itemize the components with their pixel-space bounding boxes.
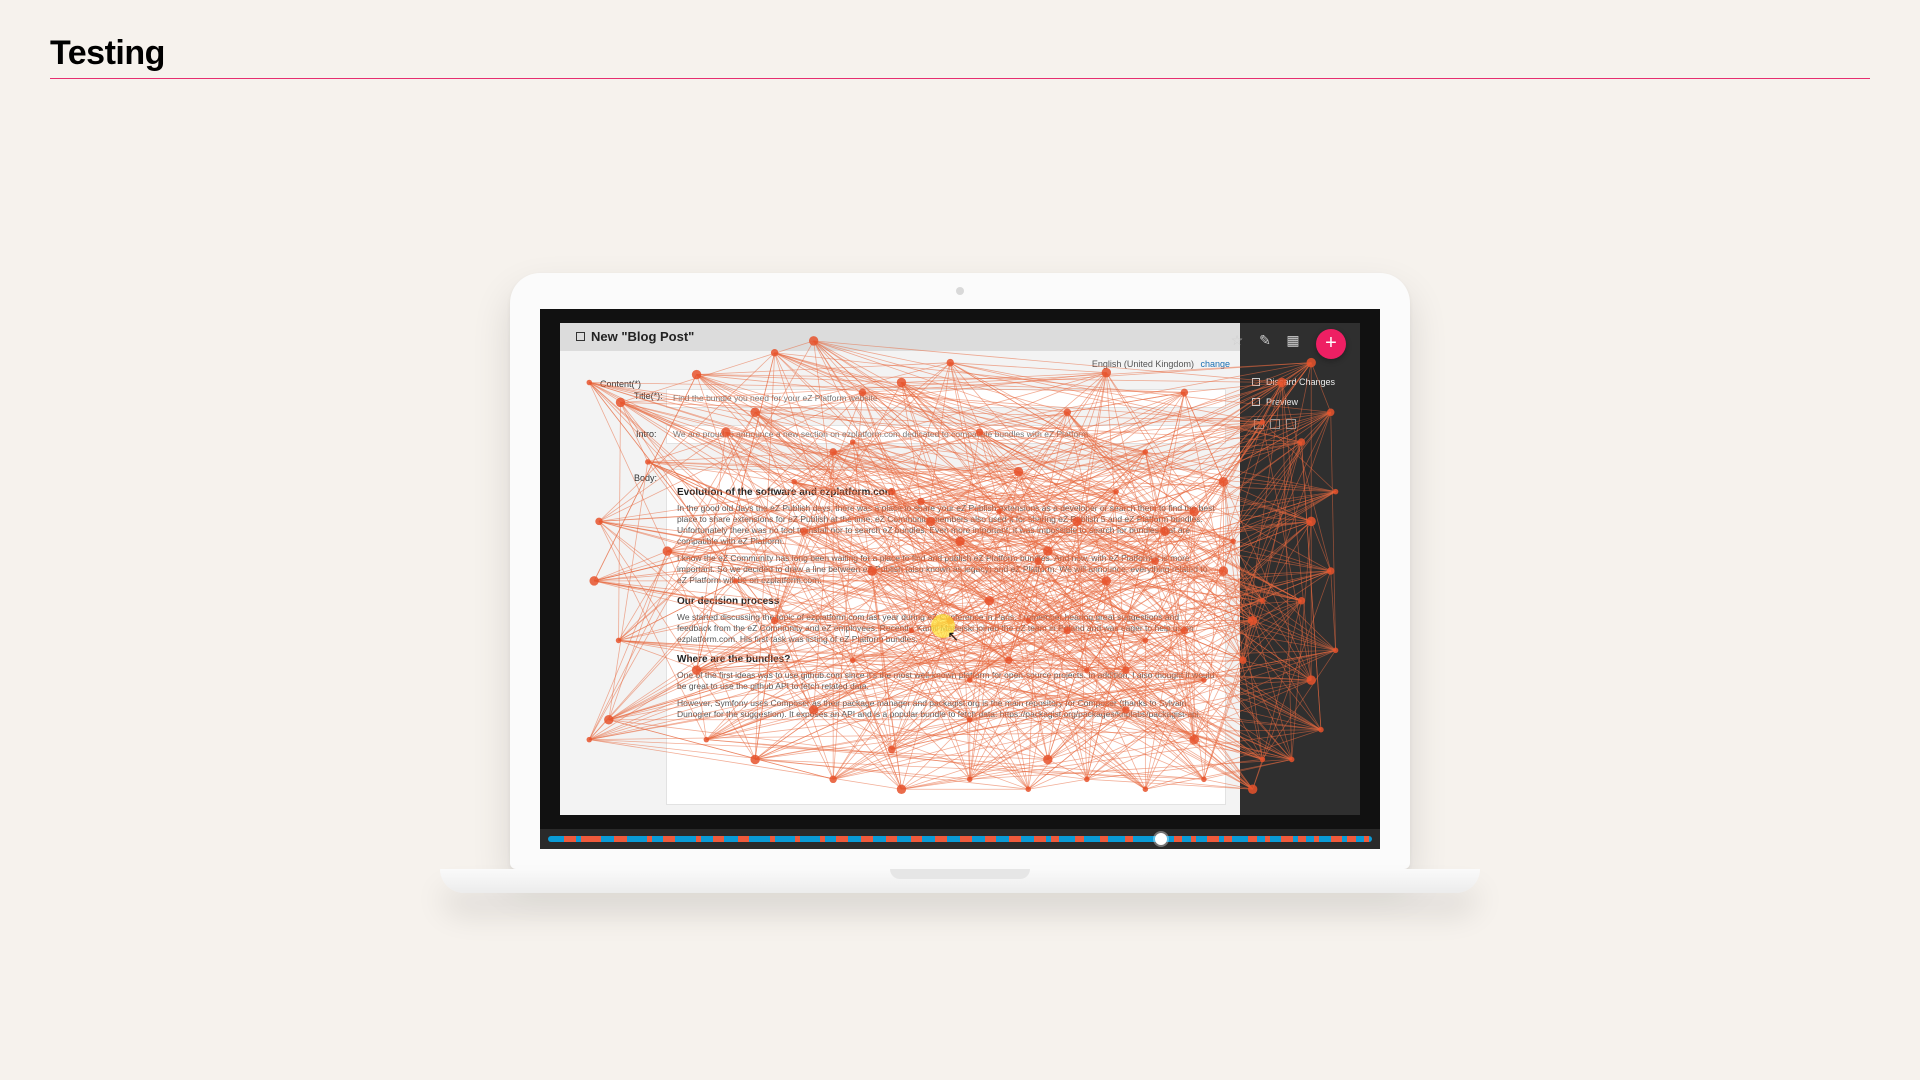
grid-icon[interactable]: ▦ [1284, 331, 1302, 349]
body-paragraph: I know the eZ Community has long been wa… [677, 553, 1215, 586]
rail-discard-label: Discard Changes [1266, 377, 1335, 387]
language-indicator: English (United Kingdom) change [1092, 359, 1230, 371]
device-icon[interactable] [1254, 419, 1264, 429]
laptop-mockup: New "Blog Post" ☆ ✎ ▦ + Discard Changes [510, 273, 1410, 893]
laptop-notch [890, 869, 1030, 879]
app-window: New "Blog Post" ☆ ✎ ▦ + Discard Changes [560, 323, 1360, 815]
player-bar [540, 829, 1380, 849]
rail-discard[interactable]: Discard Changes [1252, 377, 1335, 387]
body-heading: Where are the bundles? [677, 653, 1215, 666]
laptop-screen: New "Blog Post" ☆ ✎ ▦ + Discard Changes [540, 309, 1380, 849]
body-paragraph: One of the first ideas was to use github… [677, 670, 1215, 692]
star-icon[interactable]: ☆ [1228, 331, 1246, 349]
device-icon[interactable] [1270, 419, 1280, 429]
field-title[interactable]: Find the bundle you need for your eZ Pla… [666, 389, 1226, 408]
rail-preview[interactable]: Preview [1252, 397, 1298, 407]
content-form: English (United Kingdom) change Content(… [576, 359, 1230, 805]
body-paragraph: We started discussing the topic of ezpla… [677, 612, 1215, 645]
laptop-body: New "Blog Post" ☆ ✎ ▦ + Discard Changes [510, 273, 1410, 869]
checkbox-icon [1252, 398, 1260, 406]
player-playhead[interactable] [1155, 833, 1167, 845]
pencil-icon[interactable]: ✎ [1256, 331, 1274, 349]
body-heading: Our decision process [677, 595, 1215, 608]
rail-top-icons: ☆ ✎ ▦ [1228, 331, 1302, 349]
rail-preview-device-icons [1254, 419, 1296, 429]
laptop-base [440, 869, 1480, 893]
laptop-camera-dot [956, 287, 964, 295]
label-intro: Intro: [636, 429, 657, 441]
body-paragraph: However, Symfony uses Composer as their … [677, 698, 1215, 720]
checkbox-icon [1252, 378, 1260, 386]
label-title: Title(*): [634, 391, 663, 403]
app-title-text: New "Blog Post" [591, 329, 694, 344]
add-button[interactable]: + [1316, 329, 1346, 359]
body-heading: Evolution of the software and ezplatform… [677, 486, 1215, 499]
label-body: Body: [634, 473, 657, 485]
device-icon[interactable] [1286, 419, 1296, 429]
action-rail: ☆ ✎ ▦ + Discard Changes Preview [1240, 323, 1360, 815]
rail-preview-label: Preview [1266, 397, 1298, 407]
slide-title: Testing [50, 34, 165, 73]
player-track[interactable] [548, 836, 1372, 842]
field-body[interactable]: Evolution of the software and ezplatform… [666, 469, 1226, 805]
document-icon [576, 332, 585, 341]
body-paragraph: In the good old days the eZ Publish days… [677, 503, 1215, 547]
language-change-link[interactable]: change [1200, 359, 1230, 369]
app-title: New "Blog Post" [576, 329, 694, 344]
language-label: English (United Kingdom) [1092, 359, 1194, 369]
label-content: Content(*) [600, 379, 641, 391]
title-rule [50, 78, 1870, 79]
field-intro[interactable]: We are proud to announce a new section o… [666, 425, 1226, 444]
